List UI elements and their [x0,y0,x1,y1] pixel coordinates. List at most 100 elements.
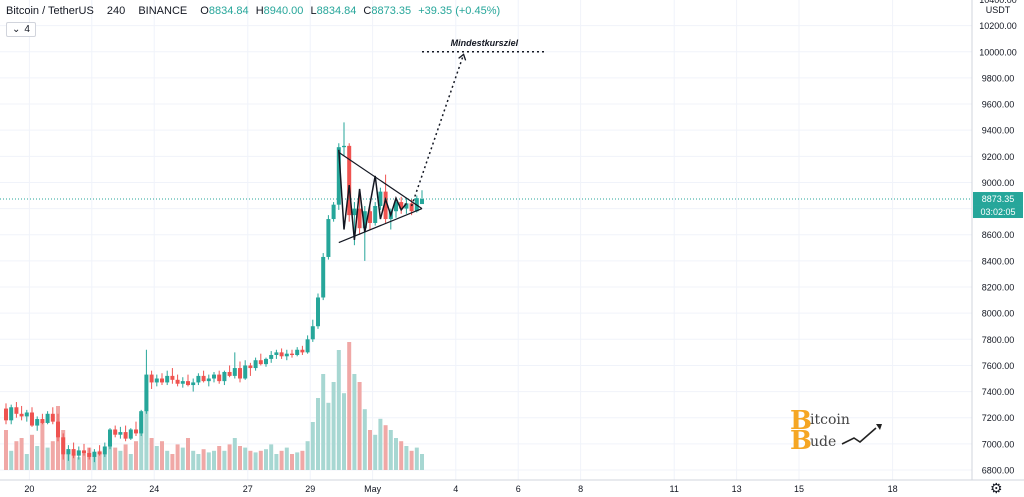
x-axis-panel[interactable] [0,481,972,497]
volume-bar [217,446,222,470]
volume-bar [383,425,388,470]
volume-bar [128,454,133,470]
candle [279,348,284,359]
candle [331,202,336,222]
y-tick-label: 9000.00 [982,178,1015,188]
volume-bar [35,446,40,470]
candle [300,345,305,355]
triangle-lower-line[interactable] [338,208,423,244]
volume-bar [212,450,216,470]
volume-bars [4,342,424,470]
volume-bar [357,382,362,470]
volume-bar [201,449,206,470]
candle [66,445,71,461]
grid [0,0,972,480]
candle-body [248,365,253,369]
y-tick-label: 10200.00 [979,21,1017,31]
y-tick-label: 8400.00 [982,256,1015,266]
volume-bar [347,342,352,470]
volume-bar [9,450,14,470]
candle [149,370,154,389]
candle [50,407,55,425]
y-tick-label: 7400.00 [982,387,1015,397]
volume-bar [414,447,419,470]
volume-bar [108,438,112,470]
volume-bar [300,450,305,470]
volume-bar [50,441,55,470]
candle-body [420,199,424,205]
candle-body [149,374,154,383]
candle-body [284,353,289,357]
candle-body [35,419,40,426]
interval-label[interactable]: 240 [106,5,126,17]
logo-word-ude: ude [810,434,837,450]
y-tick-label: 7000.00 [982,439,1015,449]
candle-body [238,368,242,379]
y-tick-label: 7800.00 [982,335,1015,345]
candle [191,378,196,392]
candle-body [295,349,300,355]
open-value: 8834.84 [208,5,249,17]
candle [342,122,346,157]
volume-bar [409,450,414,470]
candle-body [279,352,284,357]
volume-bar [321,374,326,470]
candle-body [352,208,357,216]
candle [420,190,424,205]
low-value: 8834.84 [316,5,357,17]
triangle-upper-line[interactable] [338,151,423,210]
projection-arrow[interactable] [410,54,465,207]
candle [180,377,185,388]
candle-body [154,378,159,383]
candle-body [170,375,175,380]
candle-body [232,368,237,376]
candle-body [180,381,185,384]
candle [212,371,216,383]
volume-bar [362,409,367,470]
projection-arrowhead [458,53,467,61]
volume-bar [14,441,19,470]
candle-body [305,339,310,353]
volume-bar [222,450,227,470]
volume-bar [180,447,185,470]
x-tick-label: 22 [87,484,97,494]
candle-body [108,429,112,447]
candle [269,351,274,363]
volume-bar [71,454,76,470]
gear-icon[interactable]: ⚙ [990,480,1003,496]
y-tick-label: 8600.00 [982,230,1015,240]
candle [92,449,97,463]
indicators-toggle[interactable]: ⌄ 4 [6,22,36,37]
candle-body [326,219,331,257]
logo-word-itcoin: itcoin [810,412,850,428]
candle-body [92,451,97,457]
close-value: 8873.35 [371,5,412,17]
candle-body [24,412,29,417]
candle [19,405,24,421]
zigzag-line[interactable] [338,149,407,241]
candle [222,370,227,386]
volume-bar [310,422,315,470]
candle [82,443,86,456]
volume-bar [40,422,45,470]
candle-body [9,407,14,421]
candle-body [336,147,341,205]
y-axis-unit: USDT [986,5,1011,15]
candle-body [258,360,263,365]
candle-body [56,421,60,438]
volume-bar [102,454,107,470]
y-axis-panel[interactable] [973,0,1024,497]
candle [404,198,409,214]
annotation-label[interactable]: Mindestkursziel [451,38,519,48]
candle [253,357,258,371]
candle [134,421,138,437]
symbol-name[interactable]: Bitcoin / TetherUS [6,5,94,17]
candle [139,409,144,437]
volume-bar [305,441,310,470]
candle-body [191,382,196,386]
x-tick-label: 18 [888,484,898,494]
volume-bar [295,452,300,470]
candle-body [206,378,211,382]
candle [123,425,128,442]
